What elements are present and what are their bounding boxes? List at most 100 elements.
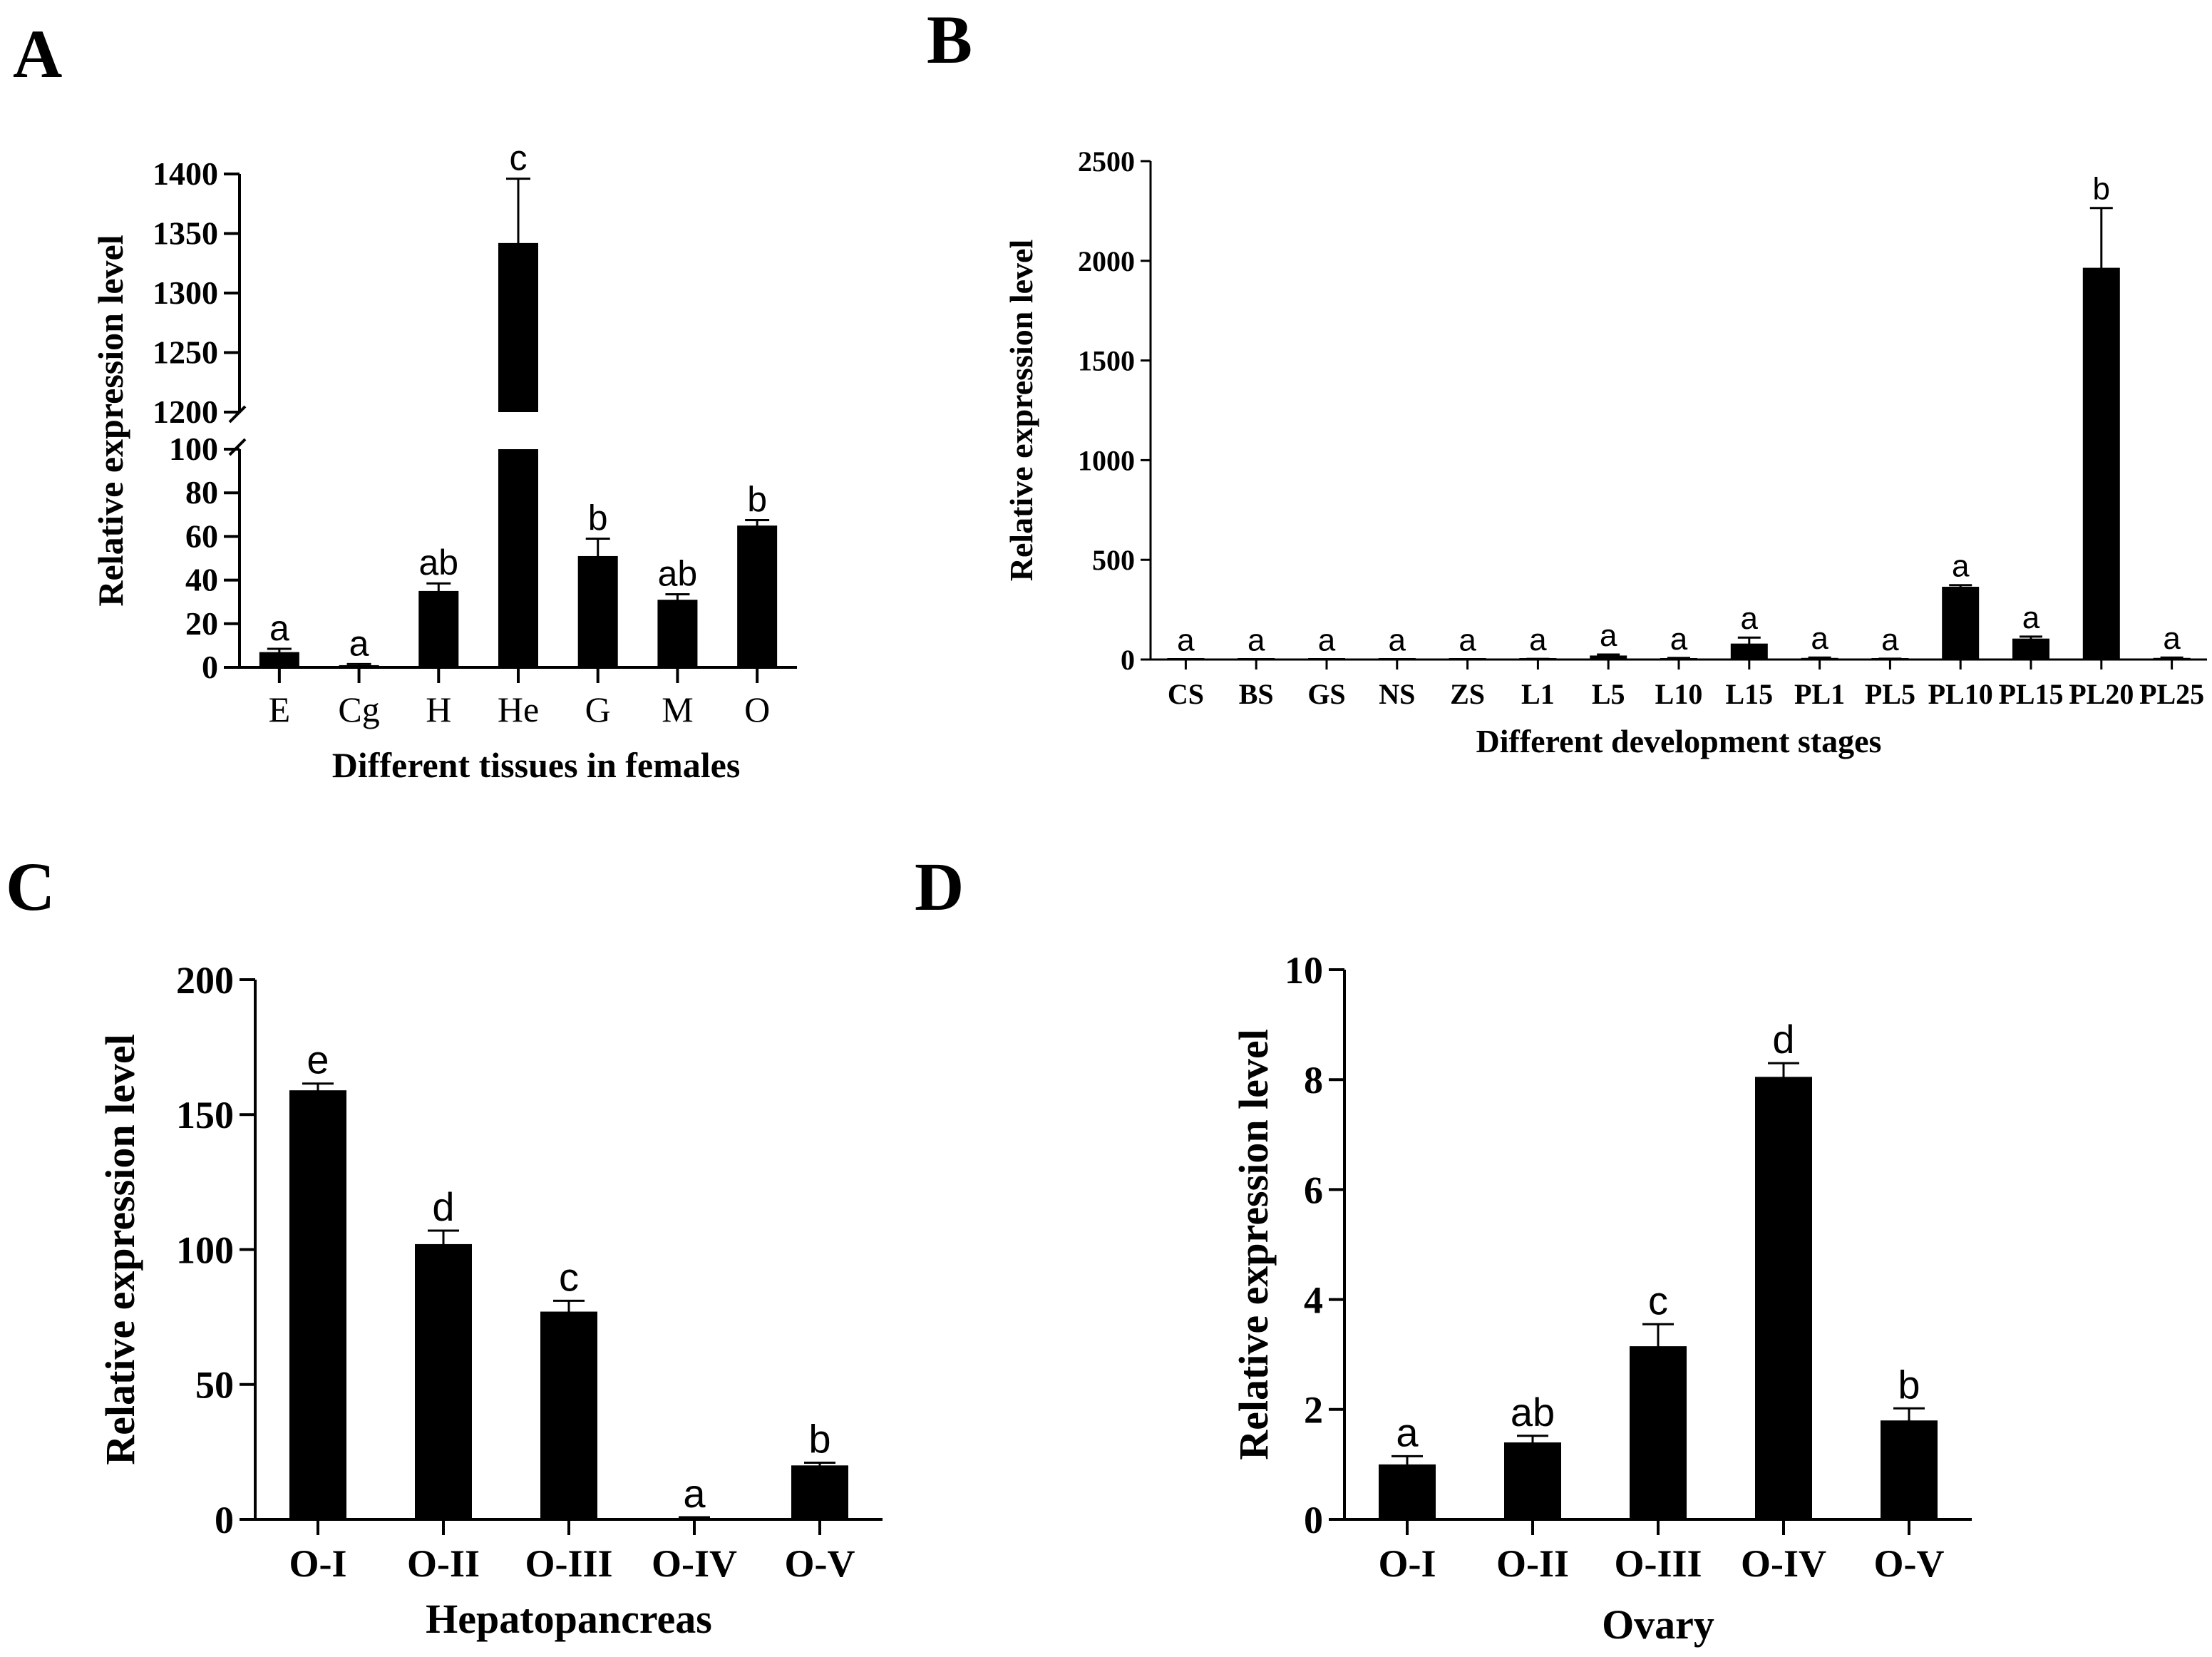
x-tick-label: O-III [1614,1542,1702,1585]
significance-letter: d [432,1184,454,1229]
y-tick-label: 200 [176,959,234,1002]
significance-letter: c [510,138,528,178]
bar-l5 [1590,655,1627,660]
bar-o-i [1379,1464,1436,1519]
y-tick-label: 2500 [1078,145,1135,178]
bar-h [418,590,459,667]
significance-letter: a [683,1471,706,1516]
x-tick-label: ZS [1450,678,1485,710]
significance-letter: a [1318,623,1336,658]
chart-panel-b: 0 500 1000 1500 2000 2500 CS a BS a GS a NS a ZS a L1 a L5… [1003,145,2207,759]
x-tick-label: GS [1307,678,1345,710]
bar-g [577,555,618,667]
x-tick-label: PL10 [1928,678,1993,710]
y-axis-title: Relative expression level [91,235,130,606]
significance-letter: b [808,1417,830,1462]
y-tick-label: 2000 [1078,245,1135,277]
y-tick-label: 1250 [153,334,218,371]
significance-letter: a [1600,618,1617,653]
significance-letter: a [1248,623,1265,658]
x-tick-label: O-III [525,1542,612,1585]
bar-o-v [1881,1420,1938,1519]
y-tick-label: 2 [1304,1389,1323,1432]
bar-pl25 [2153,657,2191,660]
x-tick-label: PL5 [1865,678,1915,710]
y-tick-label: 50 [195,1364,234,1407]
panel-label-a: A [13,16,62,92]
panel-label-c: C [6,848,55,925]
x-tick-label: G [585,689,611,729]
significance-letter: a [2022,600,2040,635]
x-tick-label: O-II [407,1542,480,1585]
y-axis-title: Relative expression level [97,1034,143,1465]
x-tick-label: E [269,689,291,729]
bar-o-i [289,1090,346,1519]
significance-letter: a [269,608,289,648]
x-tick-label: L5 [1592,678,1625,710]
y-tick-label: 6 [1304,1169,1323,1211]
significance-letter: b [588,498,608,538]
bar-o-ii [415,1243,472,1519]
y-tick-label: 0 [1121,644,1135,676]
y-tick-label: 40 [185,562,218,598]
chart-panel-d: 0 2 4 6 8 10 O-I a O-II ab O-III c O-IV d O-V b Relative… [1230,949,1972,1648]
bar-l15 [1730,643,1768,660]
significance-letter: a [1952,549,1970,584]
axis-break-mark-upper [228,405,247,424]
y-axis-title: Relative expression level [1003,240,1039,582]
x-tick-label: O-II [1496,1542,1569,1585]
significance-letter: b [1898,1362,1920,1407]
x-tick-label: BS [1239,678,1274,710]
significance-letter: d [1772,1017,1794,1062]
x-tick-label: O-IV [652,1542,737,1585]
significance-letter: a [1741,601,1759,636]
significance-letter: a [1389,623,1406,658]
x-tick-label: M [662,689,693,729]
y-tick-label: 60 [185,518,218,554]
bar-o-iii [1630,1346,1687,1519]
axis-break-mark-lower [228,438,247,456]
y-tick-label: 1350 [153,215,218,252]
x-tick-label: Cg [338,689,379,729]
significance-letter: e [307,1037,329,1082]
x-tick-label: He [498,689,539,729]
y-axis-title: Relative expression level [1230,1029,1277,1460]
panel-label-d: D [915,848,964,925]
y-tick-label: 10 [1285,949,1323,992]
y-tick-label: 100 [176,1228,234,1271]
significance-letter: c [1648,1278,1668,1323]
bar-o-v [791,1465,848,1519]
y-tick-label: 1200 [153,394,218,430]
x-tick-label: O-I [289,1542,347,1585]
y-tick-label: 1000 [1078,444,1135,476]
x-axis-title: Ovary [1602,1601,1714,1648]
significance-letter: a [1811,621,1828,656]
x-axis-title: Hepatopancreas [426,1596,712,1642]
bar-he-lower [498,449,538,667]
x-tick-label: L10 [1655,678,1703,710]
x-tick-label: O [744,689,770,729]
y-tick-label: 500 [1092,544,1135,576]
y-tick-label: 1400 [153,155,218,192]
significance-letter: ab [1511,1390,1555,1435]
bar-o [737,525,778,667]
y-tick-label: 4 [1304,1279,1323,1322]
bar-pl15 [2012,638,2049,660]
significance-letter: c [559,1254,579,1299]
significance-letter: a [1670,622,1688,657]
significance-letter: a [349,623,369,663]
bar-e [259,652,299,667]
y-tick-label: 20 [185,605,218,642]
x-tick-label: PL25 [2139,678,2204,710]
x-tick-label: O-V [785,1542,855,1585]
y-tick-label: 80 [185,474,218,511]
bar-o-ii [1504,1442,1561,1519]
bar-o-iii [540,1311,597,1519]
x-tick-label: O-I [1379,1542,1436,1585]
significance-letter: a [1881,622,1899,657]
chart-panel-c: 0 50 100 150 200 O-I e O-II d O-III c O-IV a O-V b Rela… [97,959,883,1642]
significance-letter: ab [658,553,698,593]
y-tick-label: 1500 [1078,345,1135,377]
